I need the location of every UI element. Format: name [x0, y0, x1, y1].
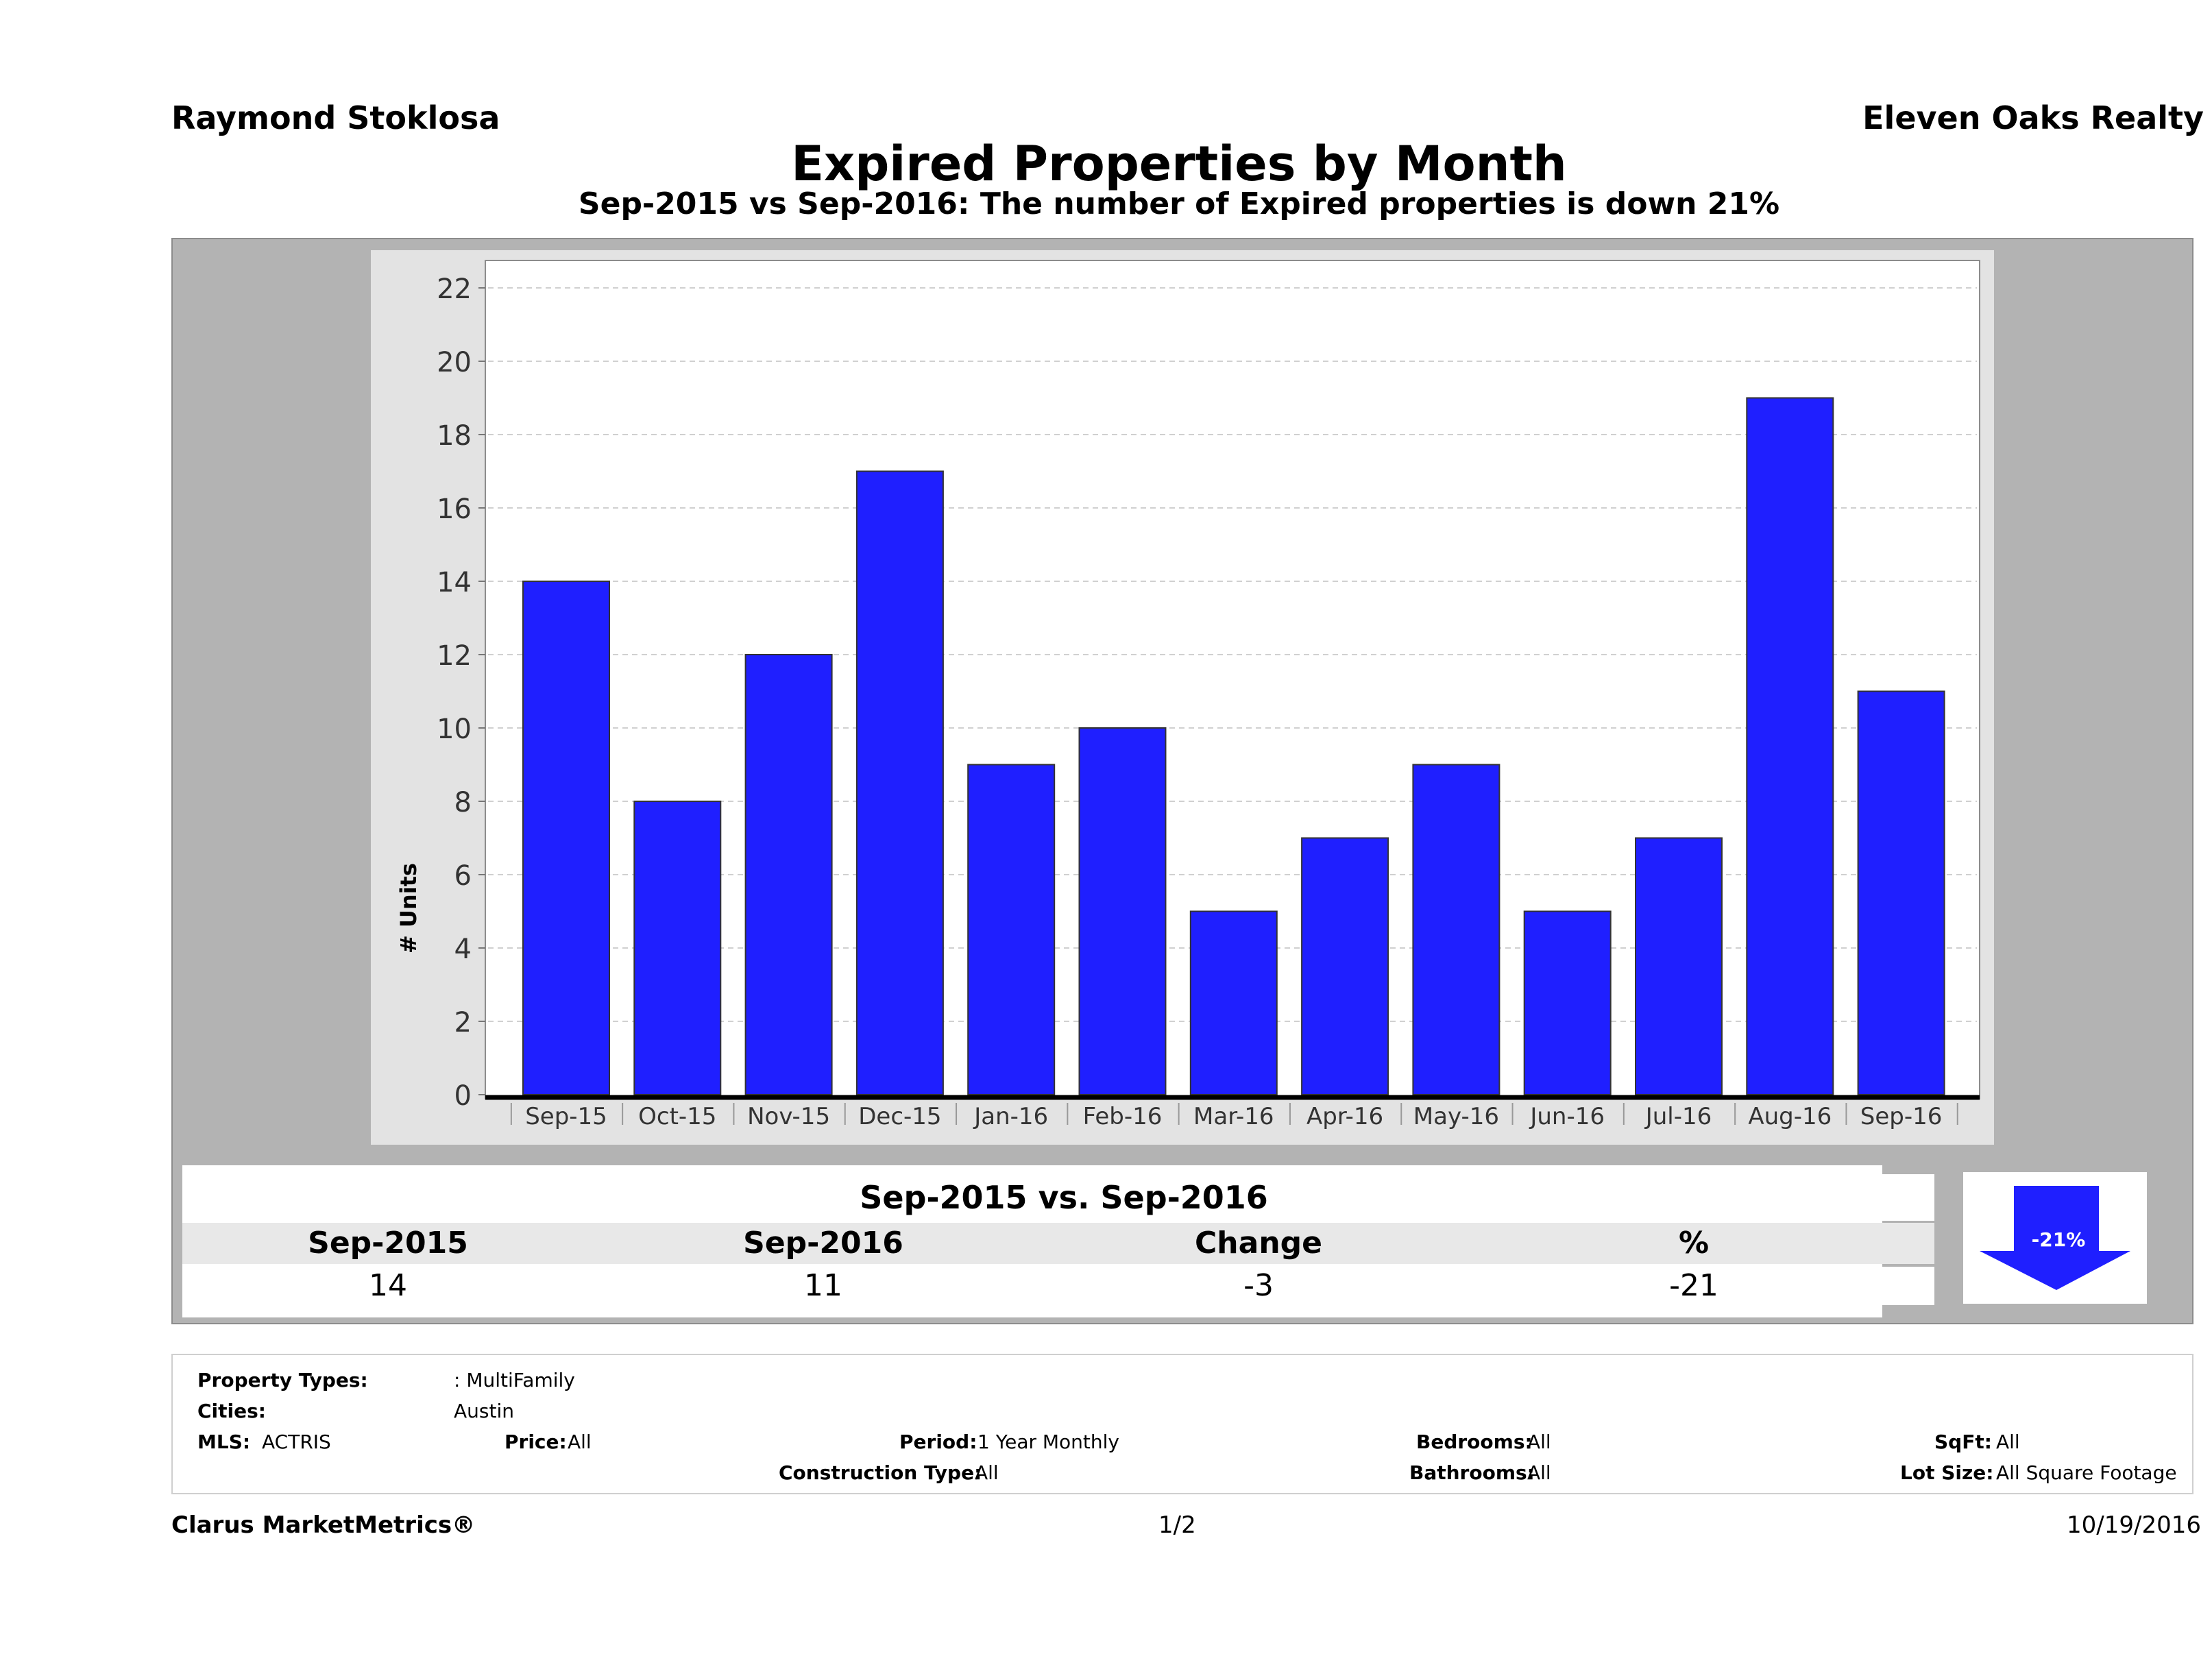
period-label: Period:: [899, 1431, 977, 1453]
y-tick-label: 0: [454, 1080, 472, 1112]
cities-label: Cities:: [197, 1400, 266, 1422]
value-percent: -21: [1669, 1268, 1718, 1303]
period-value: 1 Year Monthly: [977, 1431, 1120, 1453]
x-tick-label: Oct-15: [638, 1103, 716, 1130]
comparison-heading: Sep-2015 vs. Sep-2016: [193, 1174, 1934, 1221]
mls-label: MLS:: [197, 1431, 251, 1453]
y-tick-label: 6: [454, 860, 472, 892]
col-header-percent: %: [1678, 1226, 1710, 1261]
bar-chart: 0 2 4 6 8 10 12 14 16 18 20 22 Sep-15 Oct-15 Nov-15 De…: [396, 260, 1980, 1130]
y-tick-label: 14: [437, 567, 472, 598]
lot-size-value: All Square Footage: [1996, 1461, 2177, 1484]
x-tick-label: May-16: [1413, 1103, 1499, 1130]
y-tick-label: 16: [437, 494, 472, 525]
x-tick-label: Apr-16: [1306, 1103, 1383, 1130]
x-tick-label: Jan-16: [973, 1103, 1048, 1130]
footer-page-number: 1/2: [1158, 1511, 1196, 1539]
x-tick-label: Jun-16: [1529, 1103, 1605, 1130]
lot-size-label: Lot Size:: [1900, 1461, 1994, 1484]
bar-aug-16: [1746, 397, 1834, 1095]
down-arrow-icon: [1980, 1186, 2130, 1290]
bedrooms-value: All: [1527, 1431, 1551, 1453]
y-tick-label: 20: [437, 347, 472, 378]
bedrooms-label: Bedrooms:: [1416, 1431, 1533, 1453]
cities-value: Austin: [454, 1400, 514, 1422]
value-period-1: 14: [369, 1268, 407, 1303]
x-tick-label: Aug-16: [1748, 1103, 1832, 1130]
col-header-period-1: Sep-2015: [308, 1226, 468, 1261]
y-tick-label: 4: [454, 934, 472, 965]
bar-jun-16: [1523, 910, 1612, 1095]
y-tick-label: 8: [454, 787, 472, 818]
price-value: All: [568, 1431, 592, 1453]
bar-sep-15: [522, 581, 610, 1095]
bar-may-16: [1412, 764, 1500, 1095]
x-tick-label: Nov-15: [747, 1103, 830, 1130]
x-tick-label: Sep-16: [1860, 1103, 1943, 1130]
agent-name: Raymond Stoklosa: [171, 99, 500, 136]
y-axis-label: # Units: [396, 863, 422, 953]
bar-nov-15: [744, 654, 833, 1095]
footer-brand: Clarus MarketMetrics®: [171, 1511, 476, 1539]
x-tick-label: Dec-15: [858, 1103, 941, 1130]
col-header-change: Change: [1195, 1226, 1322, 1261]
value-change: -3: [1243, 1268, 1274, 1303]
sqft-label: SqFt:: [1934, 1431, 1992, 1453]
trend-arrow-box: [1963, 1172, 2147, 1304]
x-tick-label: Sep-15: [525, 1103, 607, 1130]
bar-oct-15: [633, 801, 722, 1095]
x-tick-label: Feb-16: [1083, 1103, 1163, 1130]
value-period-2: 11: [804, 1268, 842, 1303]
property-types-label: Property Types:: [197, 1369, 368, 1391]
bar-jul-16: [1635, 837, 1723, 1095]
y-tick-label: 10: [437, 714, 472, 745]
x-tick-label: Jul-16: [1644, 1103, 1712, 1130]
bar-apr-16: [1301, 837, 1389, 1095]
x-tick-label: Mar-16: [1193, 1103, 1274, 1130]
y-axis-ticks: 0 2 4 6 8 10 12 14 16 18 20 22: [437, 273, 472, 1112]
filter-criteria: Property Types: : MultiFamily Cities: Au…: [171, 1354, 2193, 1494]
bathrooms-value: All: [1527, 1461, 1551, 1484]
footer-date: 10/19/2016: [2067, 1511, 2201, 1539]
chart-title: Expired Properties by Month: [791, 136, 1567, 192]
bar-dec-15: [855, 470, 944, 1095]
chart-subtitle: Sep-2015 vs Sep-2016: The number of Expi…: [578, 186, 1780, 221]
comparison-header-row: Sep-2015 Sep-2016 Change %: [182, 1223, 1934, 1264]
y-tick-label: 2: [454, 1007, 472, 1038]
construction-type-label: Construction Type:: [779, 1461, 982, 1484]
bar-jan-16: [967, 764, 1056, 1095]
property-types-value: : MultiFamily: [454, 1369, 575, 1391]
y-tick-label: 18: [437, 420, 472, 452]
brokerage-name: Eleven Oaks Realty: [1862, 99, 2204, 136]
y-tick-label: 22: [437, 273, 472, 305]
sqft-value: All: [1996, 1431, 2020, 1453]
mls-value: ACTRIS: [262, 1431, 331, 1453]
bars: [485, 397, 1980, 1100]
price-label: Price:: [505, 1431, 567, 1453]
construction-type-value: All: [975, 1461, 999, 1484]
bar-sep-16: [1857, 690, 1945, 1095]
x-axis-ticks: Sep-15 Oct-15 Nov-15 Dec-15 Jan-16 Feb-16 Mar-…: [510, 1103, 1958, 1130]
bathrooms-label: Bathrooms:: [1409, 1461, 1535, 1484]
comparison-value-row: 14 11 -3 -21: [193, 1267, 1934, 1305]
y-tick-label: 12: [437, 640, 472, 672]
bar-mar-16: [1189, 910, 1278, 1095]
bar-feb-16: [1078, 727, 1167, 1095]
trend-badge: -21%: [2031, 1228, 2086, 1251]
col-header-period-2: Sep-2016: [743, 1226, 903, 1261]
